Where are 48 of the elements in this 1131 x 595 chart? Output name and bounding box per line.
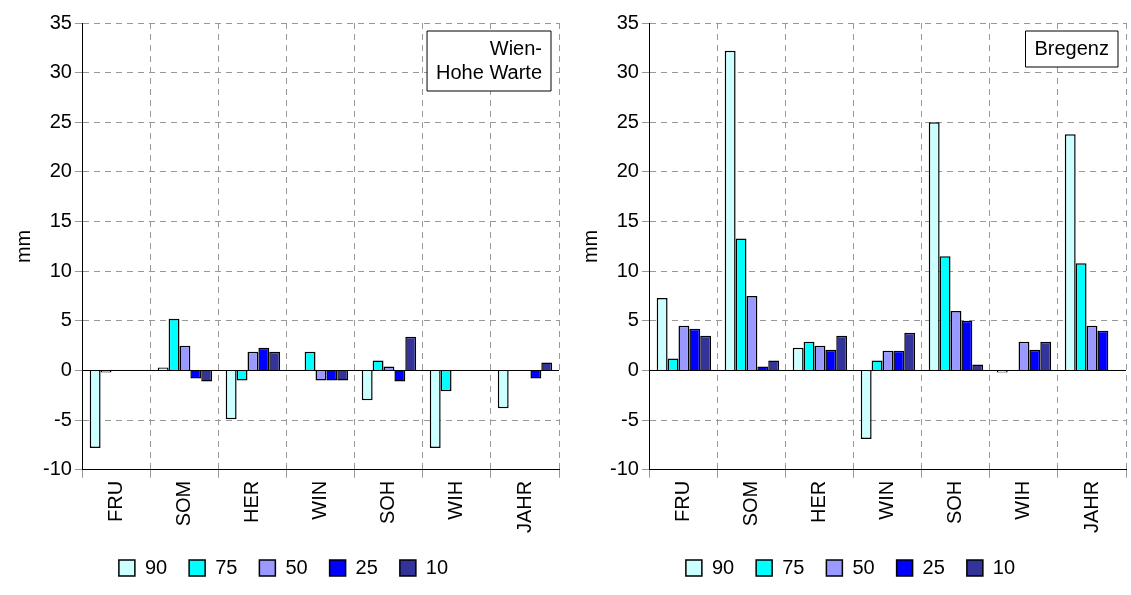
x-tick-label: WIN	[875, 480, 898, 520]
y-tick-label: 15	[49, 209, 72, 232]
legend-label: 90	[711, 555, 735, 578]
y-tick-label: 10	[616, 258, 639, 281]
legend-label: 50	[852, 555, 875, 578]
x-tick-label: JAHR	[1079, 480, 1102, 534]
x-tick-label: SOH	[943, 480, 966, 525]
y-tick-label: 0	[60, 358, 72, 381]
y-tick-label: -5	[621, 407, 639, 430]
x-tick-label: WIH	[1011, 480, 1034, 520]
annotation: Bregenz	[1034, 36, 1109, 59]
y-tick-label: 30	[49, 60, 72, 83]
x-tick-label: WIN	[308, 480, 331, 520]
y-tick-label: 5	[60, 308, 72, 331]
y-tick-label: 25	[616, 109, 639, 132]
legend-label: 10	[425, 555, 449, 578]
y-axis-title: mm	[11, 229, 34, 264]
y-tick-label: 30	[616, 60, 639, 83]
x-tick-label: WIH	[444, 480, 467, 520]
x-tick-label: JAHR	[512, 480, 535, 534]
legend-label: 50	[285, 555, 308, 578]
y-tick-label: 10	[49, 258, 72, 281]
x-tick-label: HER	[807, 480, 830, 524]
y-tick-label: 5	[627, 308, 639, 331]
x-tick-label: FRU	[671, 480, 694, 522]
x-tick-label: SOM	[739, 480, 762, 527]
y-tick-label: 25	[49, 109, 72, 132]
y-tick-label: 35	[616, 10, 639, 33]
legend-label: 10	[992, 555, 1016, 578]
y-tick-label: -10	[610, 457, 639, 480]
x-tick-label: HER	[240, 480, 263, 524]
y-tick-label: 20	[49, 159, 72, 182]
y-tick-label: 35	[49, 10, 72, 33]
legend-label: 75	[782, 555, 805, 578]
y-tick-label: -10	[43, 457, 72, 480]
x-tick-label: SOM	[172, 480, 195, 527]
legend-label: 25	[922, 555, 945, 578]
legend-label: 25	[355, 555, 378, 578]
y-tick-label: 15	[616, 209, 639, 232]
x-tick-label: SOH	[376, 480, 399, 525]
annotation: Wien- Hohe Warte	[436, 36, 542, 83]
y-axis-title: mm	[578, 229, 601, 264]
y-tick-label: 20	[616, 159, 639, 182]
y-tick-label: -5	[54, 407, 72, 430]
y-tick-label: 0	[627, 358, 639, 381]
x-tick-label: FRU	[104, 480, 127, 522]
legend-label: 90	[144, 555, 168, 578]
legend-label: 75	[215, 555, 238, 578]
